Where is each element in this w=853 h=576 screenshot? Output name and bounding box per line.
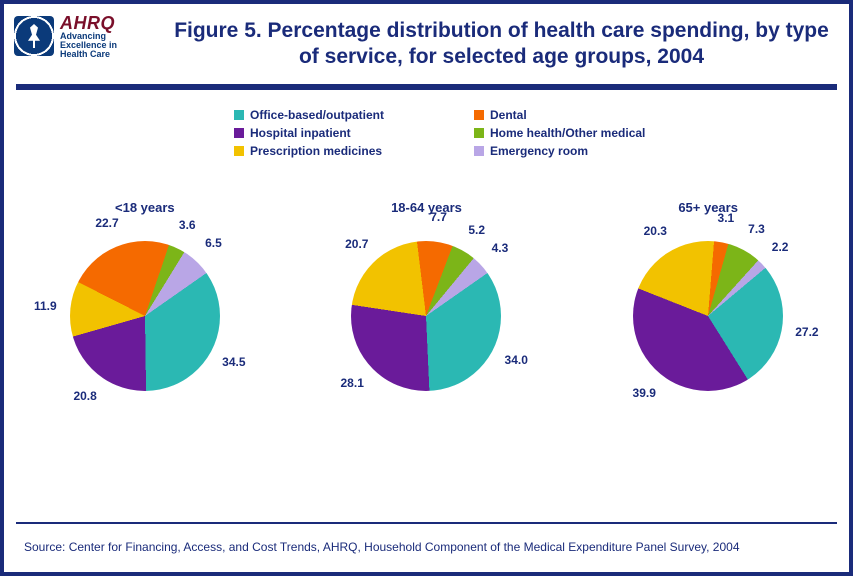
legend-label: Hospital inpatient bbox=[250, 126, 351, 140]
slice-value-hosp: 28.1 bbox=[341, 376, 364, 390]
hhs-seal-icon bbox=[14, 16, 54, 56]
slice-value-office: 27.2 bbox=[795, 325, 818, 339]
chart-title: 65+ years bbox=[578, 200, 838, 215]
ahrq-text: AHRQ Advancing Excellence in Health Care bbox=[60, 14, 117, 59]
slice-value-rx: 11.9 bbox=[34, 299, 57, 313]
legend-item-office: Office-based/outpatient bbox=[234, 108, 474, 122]
legend-item-dental: Dental bbox=[474, 108, 664, 122]
pie-chart: 34.520.811.922.73.66.5 bbox=[70, 241, 220, 391]
slice-value-hosp: 39.9 bbox=[633, 386, 656, 400]
legend-label: Office-based/outpatient bbox=[250, 108, 384, 122]
slice-value-rx: 20.7 bbox=[345, 237, 368, 251]
pie-charts-row: <18 years34.520.811.922.73.66.518-64 yea… bbox=[4, 200, 849, 480]
chart-col: 65+ years27.239.920.33.17.32.2 bbox=[578, 200, 838, 480]
slice-value-office: 34.5 bbox=[222, 355, 245, 369]
slice-value-er: 6.5 bbox=[205, 236, 222, 250]
divider-bottom bbox=[16, 522, 837, 524]
slice-value-homeoth: 7.3 bbox=[748, 222, 765, 236]
legend-swatch-icon bbox=[234, 146, 244, 156]
slice-value-dental: 22.7 bbox=[95, 216, 118, 230]
figure-title: Figure 5. Percentage distribution of hea… bbox=[174, 18, 829, 69]
legend-swatch-icon bbox=[234, 110, 244, 120]
legend-label: Home health/Other medical bbox=[490, 126, 645, 140]
legend-swatch-icon bbox=[234, 128, 244, 138]
legend-label: Emergency room bbox=[490, 144, 588, 158]
chart-col: 18-64 years34.028.120.77.75.24.3 bbox=[296, 200, 556, 480]
slice-value-dental: 7.7 bbox=[430, 210, 447, 224]
divider-top bbox=[16, 84, 837, 90]
slice-value-rx: 20.3 bbox=[644, 224, 667, 238]
slice-value-hosp: 20.8 bbox=[73, 389, 96, 403]
pie-chart: 27.239.920.33.17.32.2 bbox=[633, 241, 783, 391]
ahrq-tagline-3: Health Care bbox=[60, 50, 117, 59]
slice-value-homeoth: 5.2 bbox=[468, 223, 485, 237]
legend-label: Prescription medicines bbox=[250, 144, 382, 158]
ahrq-name: AHRQ bbox=[60, 14, 117, 32]
legend-swatch-icon bbox=[474, 110, 484, 120]
legend-label: Dental bbox=[490, 108, 527, 122]
legend-item-rx: Prescription medicines bbox=[234, 144, 474, 158]
legend-item-hosp: Hospital inpatient bbox=[234, 126, 474, 140]
legend-item-er: Emergency room bbox=[474, 144, 664, 158]
chart-title: 18-64 years bbox=[296, 200, 556, 215]
legend-swatch-icon bbox=[474, 128, 484, 138]
legend-item-homeoth: Home health/Other medical bbox=[474, 126, 664, 140]
pie-chart: 34.028.120.77.75.24.3 bbox=[351, 241, 501, 391]
slice-value-er: 4.3 bbox=[492, 241, 509, 255]
slice-value-dental: 3.1 bbox=[718, 211, 735, 225]
source-line: Source: Center for Financing, Access, an… bbox=[24, 540, 829, 554]
agency-logo: AHRQ Advancing Excellence in Health Care bbox=[14, 12, 164, 60]
chart-col: <18 years34.520.811.922.73.66.5 bbox=[15, 200, 275, 480]
legend-swatch-icon bbox=[474, 146, 484, 156]
chart-title: <18 years bbox=[15, 200, 275, 215]
slice-value-er: 2.2 bbox=[772, 240, 789, 254]
legend: Office-based/outpatient Dental Hospital in… bbox=[234, 108, 664, 158]
slice-value-office: 34.0 bbox=[505, 353, 528, 367]
slice-value-homeoth: 3.6 bbox=[179, 218, 196, 232]
